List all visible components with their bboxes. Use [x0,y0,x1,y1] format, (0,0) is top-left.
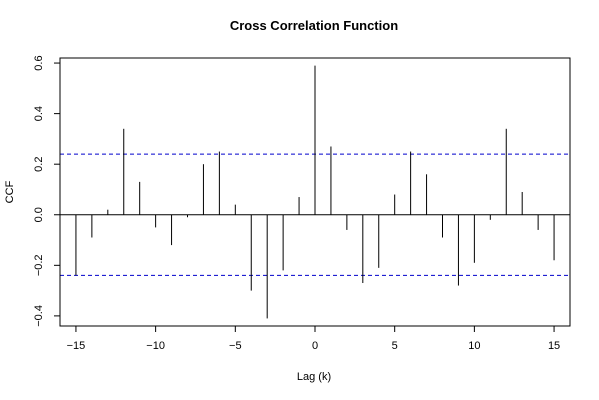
x-axis-label: Lag (k) [297,371,331,383]
y-tick-label: −0.4 [33,305,45,327]
x-tick-label: 5 [392,340,398,352]
x-tick-label: 10 [468,340,480,352]
y-tick-label: 0.6 [33,55,45,70]
ccf-bars [75,65,555,319]
chart-title: Cross Correlation Function [230,18,398,33]
y-tick-label: 0.0 [33,207,45,222]
y-tick-label: 0.4 [33,106,45,121]
x-tick-label: 0 [312,340,318,352]
y-tick-label: −0.2 [33,254,45,276]
x-tick-label: −15 [67,340,86,352]
x-tick-label: 15 [548,340,560,352]
x-axis: −15 −10 −5 0 5 10 15 [67,325,560,352]
y-axis: −0.4 −0.2 0.0 0.2 0.4 0.6 [33,55,61,327]
x-tick-label: −5 [229,340,242,352]
y-axis-label: CCF [4,180,16,203]
y-tick-label: 0.2 [33,157,45,172]
x-tick-label: −10 [146,340,165,352]
